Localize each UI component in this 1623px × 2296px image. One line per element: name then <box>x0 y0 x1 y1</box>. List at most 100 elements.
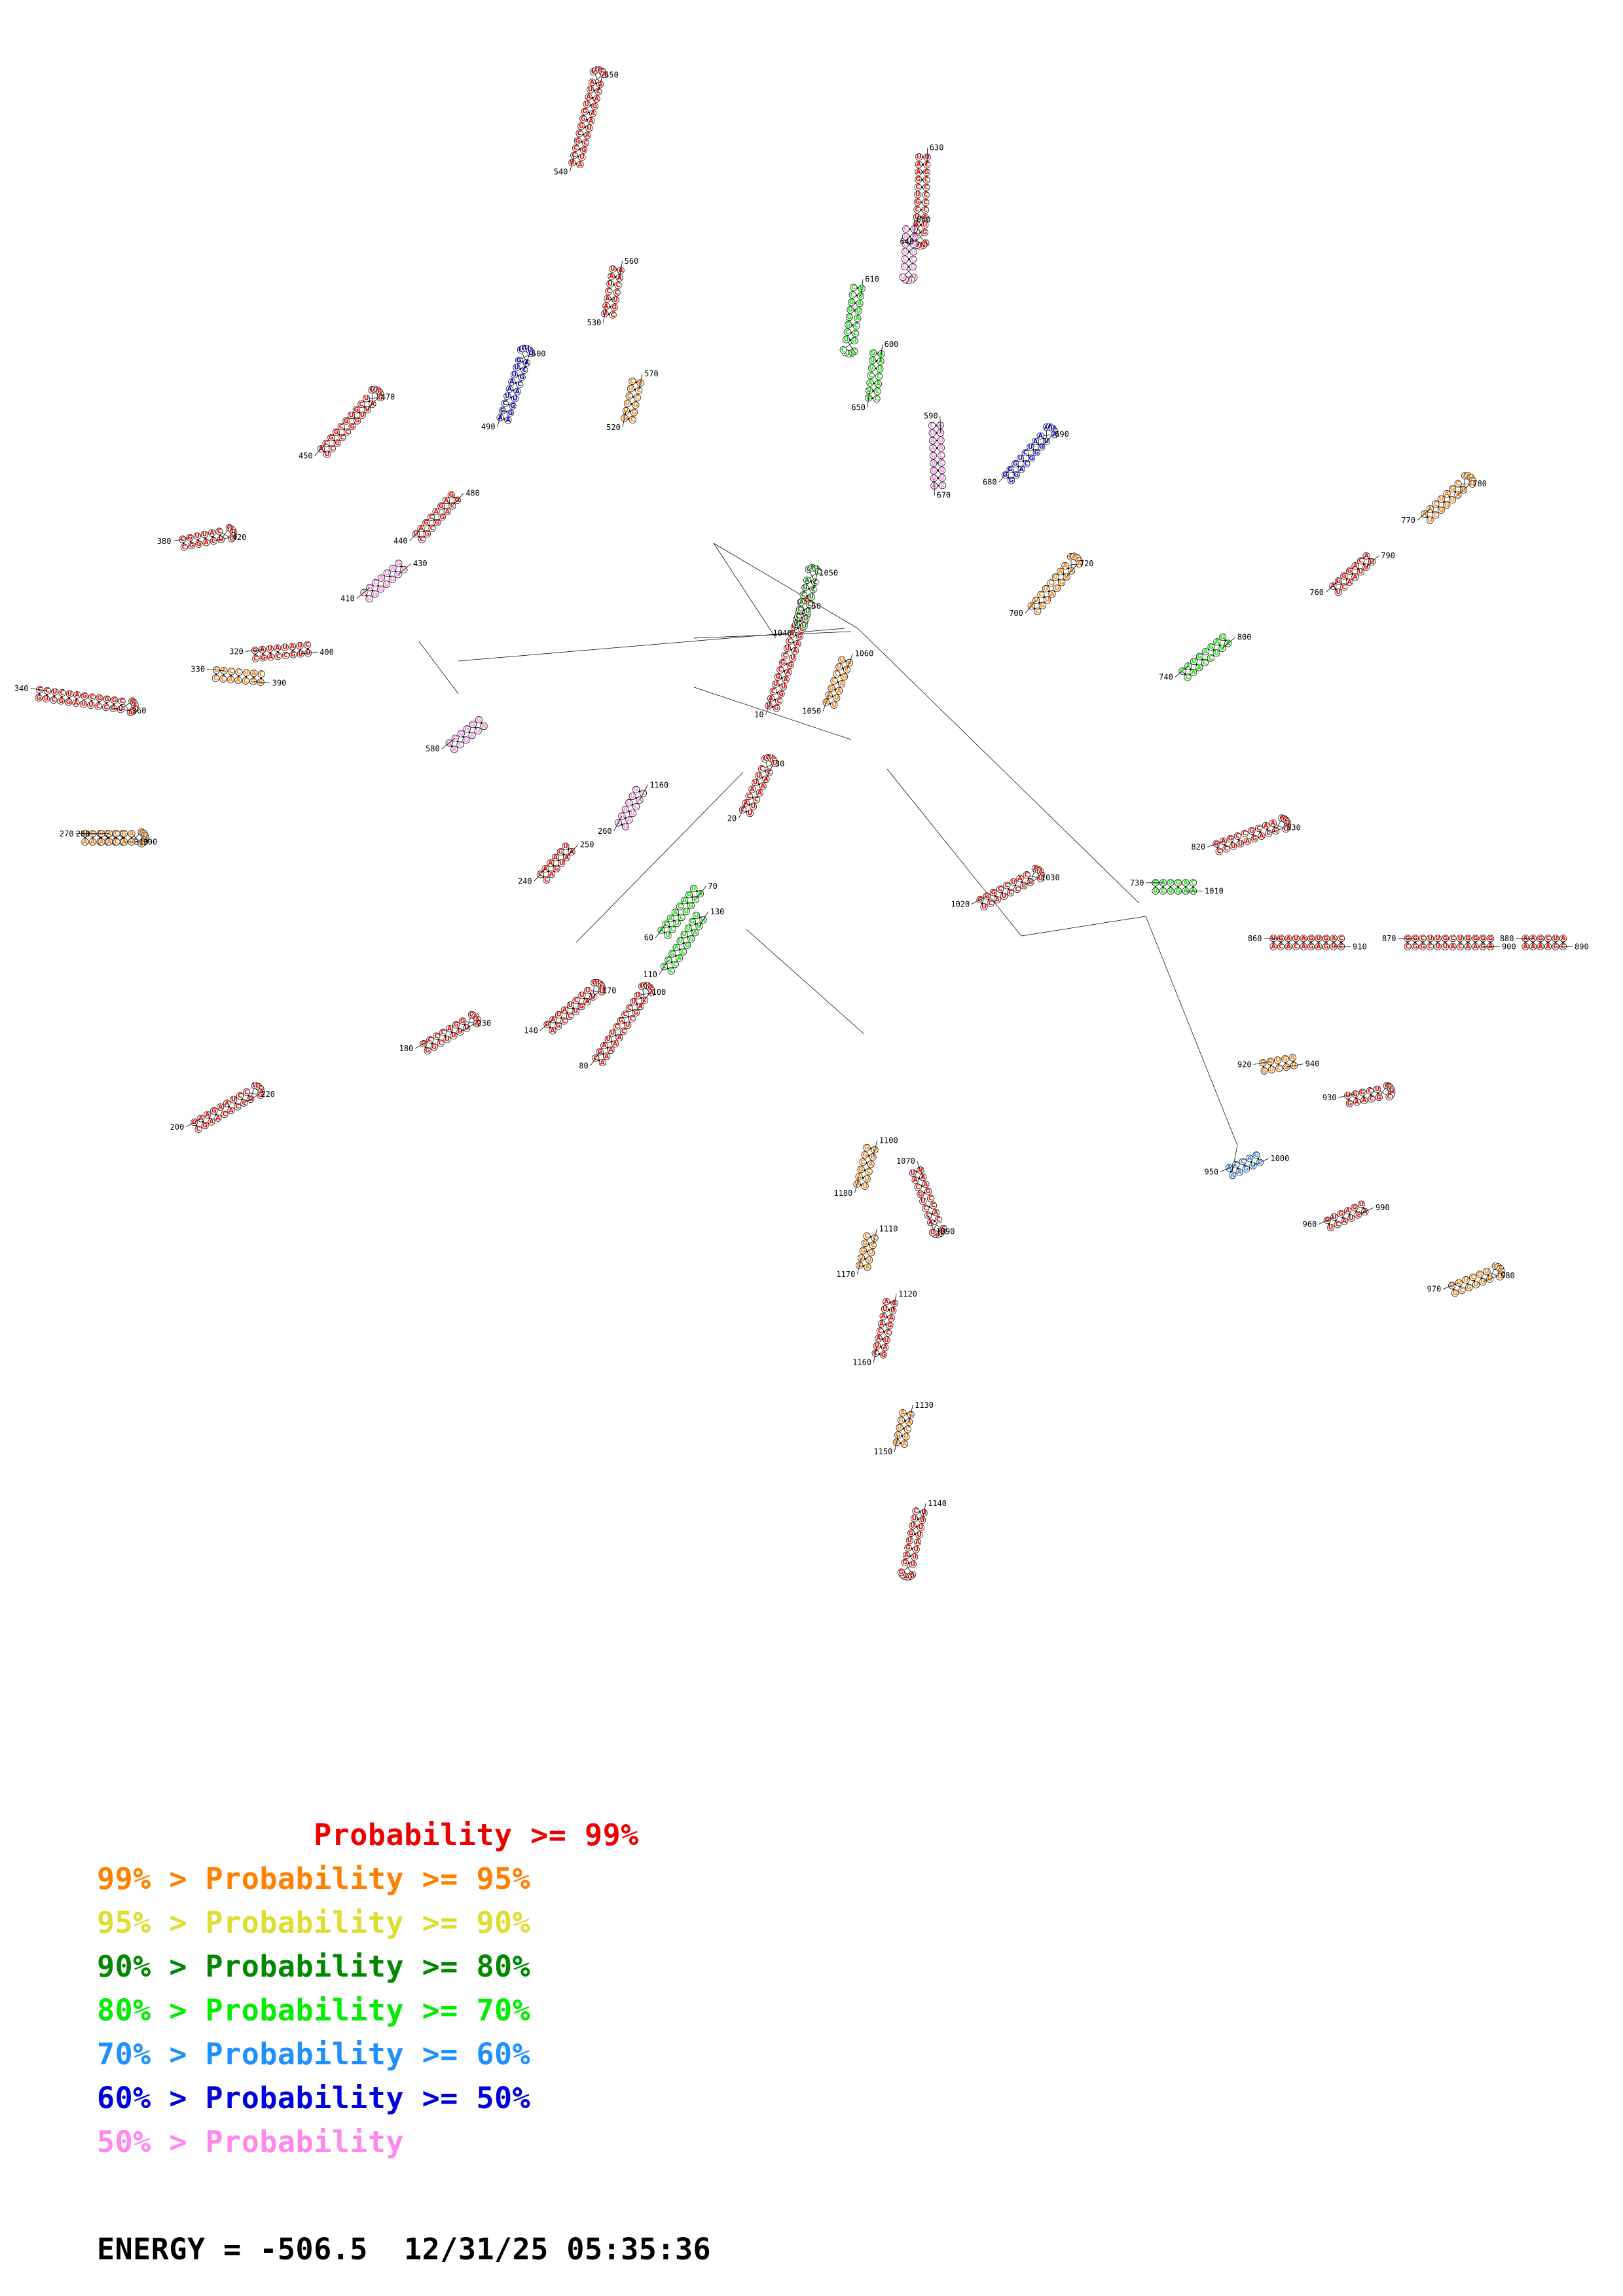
paired-nucleotide: U <box>1472 1281 1480 1289</box>
paired-nucleotide: U <box>910 1515 919 1522</box>
nucleotide-letter: U <box>1316 935 1321 942</box>
nucleotide-circle <box>690 885 698 893</box>
nucleotide-letter: C <box>606 288 611 295</box>
paired-nucleotide: G <box>924 1187 932 1195</box>
nucleotide-letter: G <box>778 691 784 698</box>
paired-nucleotide: A <box>589 109 597 117</box>
nucleotide-circle <box>437 1039 445 1047</box>
paired-nucleotide: A <box>608 272 615 280</box>
nucleotide-letter: G <box>926 1188 931 1195</box>
paired-nucleotide: C <box>629 416 636 423</box>
nucleotide-letter: A <box>1347 579 1353 586</box>
position-label-410: 410 <box>340 594 355 603</box>
paired-nucleotide: U <box>230 1096 238 1103</box>
paired-nucleotide: U <box>266 645 274 653</box>
nucleotide-letter: U <box>67 691 73 698</box>
nucleotide-letter: U <box>588 86 593 94</box>
nucleotide-letter: A <box>1531 943 1536 950</box>
paired-nucleotide: U <box>1426 935 1434 942</box>
nucleotide-letter: C <box>1209 655 1213 662</box>
nucleotide-letter: C <box>1336 1221 1340 1229</box>
paired-nucleotide: C <box>252 655 260 662</box>
paired-nucleotide: A <box>937 444 945 452</box>
nucleotide-circle <box>666 914 674 922</box>
position-label-720: 720 <box>1080 559 1094 568</box>
paired-nucleotide: G <box>1537 935 1544 942</box>
paired-nucleotide: U <box>881 1305 889 1313</box>
nucleotide-letter: C <box>875 388 880 395</box>
paired-nucleotide: C <box>303 641 311 649</box>
paired-nucleotide: G <box>289 651 297 658</box>
position-label-260: 260 <box>598 827 612 836</box>
legend-row-p90: 95% > Probability >= 90% <box>97 1905 531 1940</box>
nucleotide-letter: C <box>583 139 588 147</box>
nucleotide-circle <box>692 912 700 920</box>
nucleotide-letter: A <box>1301 935 1306 942</box>
nucleotide-letter: U <box>1294 935 1299 942</box>
nucleotide-letter: A <box>1301 943 1306 950</box>
nucleotide-letter: C <box>221 675 225 683</box>
nucleotide-circle <box>671 908 679 916</box>
nucleotide-circle <box>830 701 838 709</box>
nucleotide-letter: U <box>912 1554 917 1561</box>
paired-nucleotide: G <box>1411 942 1419 950</box>
nucleotide-circle <box>781 651 789 660</box>
position-leader-line <box>812 573 818 590</box>
paired-nucleotide: G <box>210 1107 218 1115</box>
paired-nucleotide: A <box>905 1418 913 1426</box>
nucleotide-circle <box>667 967 675 975</box>
paired-nucleotide: U <box>690 885 698 893</box>
paired-nucleotide: U <box>909 1560 917 1568</box>
nucleotide-letter: G <box>1338 1210 1343 1217</box>
nucleotide-letter: C <box>693 896 698 903</box>
paired-nucleotide: G <box>1174 879 1182 887</box>
paired-nucleotide: U <box>917 1524 924 1532</box>
nucleotide-letter: C <box>928 1195 933 1202</box>
nucleotide-letter: A <box>907 1418 912 1426</box>
paired-nucleotide: A <box>450 745 458 753</box>
nucleotide-letter: U <box>579 992 585 999</box>
nucleotide-letter: G <box>439 503 444 510</box>
paired-nucleotide: C <box>566 1013 574 1020</box>
nucleotide-letter: A <box>1538 943 1543 950</box>
nucleotide-letter: A <box>682 897 687 905</box>
paired-nucleotide: C <box>94 702 102 710</box>
nucleotide-circle <box>804 607 812 615</box>
paired-nucleotide: C <box>869 1242 877 1249</box>
paired-nucleotide: A <box>588 79 596 86</box>
nucleotide-letter: U <box>903 248 908 255</box>
paired-nucleotide: U <box>1357 1200 1366 1208</box>
paired-nucleotide: C <box>676 903 684 910</box>
nucleotide-circle <box>450 1031 458 1039</box>
nucleotide-letter: U <box>1359 1201 1364 1208</box>
paired-nucleotide: A <box>625 816 633 824</box>
nucleotide-letter: C <box>103 704 108 711</box>
nucleotide-circle <box>687 935 695 943</box>
paired-nucleotide: A <box>621 806 629 814</box>
nucleotide-letter: G <box>922 229 927 236</box>
nucleotide-letter: U <box>917 1532 922 1539</box>
paired-nucleotide: A <box>1285 935 1292 942</box>
paired-nucleotide: U <box>1167 887 1175 895</box>
nucleotide-letter: A <box>1271 943 1276 950</box>
paired-nucleotide: C <box>1340 583 1348 591</box>
position-label-320: 320 <box>229 647 244 656</box>
paired-nucleotide: A <box>504 416 512 424</box>
position-label-280: 280 <box>76 829 90 838</box>
nucleotide-letter: G <box>775 673 780 681</box>
nucleotide-circle <box>555 1022 562 1030</box>
nucleotide-letter: G <box>196 541 202 548</box>
paired-nucleotide: U <box>1357 568 1364 576</box>
nucleotide-letter: C <box>673 961 678 968</box>
nucleotide-letter: G <box>1467 1284 1472 1291</box>
paired-nucleotide: U <box>609 265 617 273</box>
nucleotide-circle <box>676 903 684 910</box>
nucleotide-letter: U <box>931 459 936 467</box>
position-label-940: 940 <box>1305 1060 1320 1069</box>
nucleotide-letter: U <box>844 336 849 344</box>
position-label-700: 700 <box>1009 609 1023 618</box>
position-label-80: 80 <box>579 1062 588 1071</box>
paired-nucleotide: U <box>1448 496 1456 504</box>
paired-nucleotide: C <box>914 1183 922 1191</box>
nucleotide-letter: G <box>112 697 117 704</box>
